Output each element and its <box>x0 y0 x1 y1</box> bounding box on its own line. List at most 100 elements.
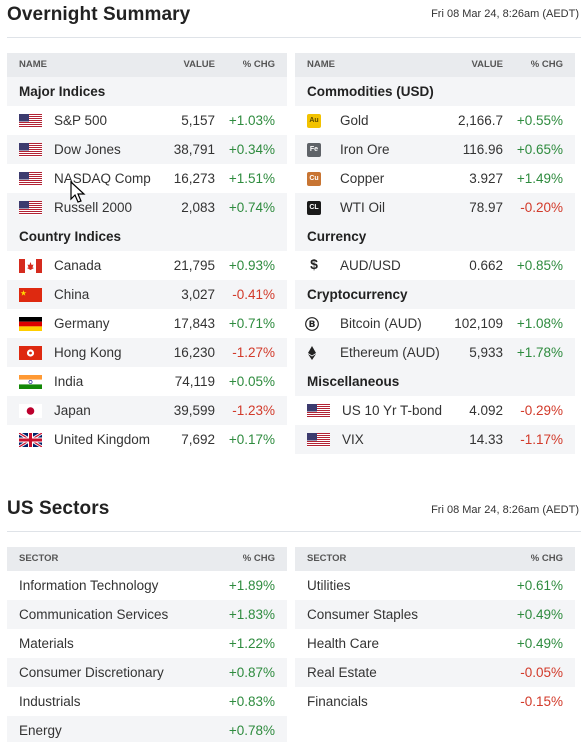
sector-row[interactable]: Information Technology +1.89% <box>7 571 287 600</box>
row-change: +1.49% <box>516 171 563 186</box>
us-flag-icon <box>307 433 330 447</box>
sector-row[interactable]: Energy +0.78% <box>7 716 287 742</box>
commodities-group: Commodities (USD) <box>295 77 575 106</box>
sector-row[interactable]: Industrials +0.83% <box>7 687 287 716</box>
row-value: 74,119 <box>174 374 215 389</box>
row-change: +0.55% <box>516 113 563 128</box>
row-change: -0.20% <box>520 200 563 215</box>
currency-group: Currency <box>295 222 575 251</box>
canada-flag-icon <box>19 259 42 273</box>
row-name: S&P 500 <box>54 113 108 128</box>
commodity-symbol-icon: CL <box>307 201 321 215</box>
misc-group: Miscellaneous <box>295 367 575 396</box>
value-column-header: VALUE <box>183 59 216 70</box>
market-row[interactable]: Cu Copper 3.927 +1.49% <box>295 164 575 193</box>
country-indices-group: Country Indices <box>7 222 287 251</box>
row-value: 0.662 <box>469 258 503 273</box>
us-flag-icon <box>19 143 42 157</box>
market-row[interactable]: B Bitcoin (AUD) 102,109 +1.08% <box>295 309 575 338</box>
sector-change: -0.05% <box>520 665 563 680</box>
ethereum-icon <box>308 346 316 360</box>
sectors-table-header: SECTOR % CHG <box>7 547 287 571</box>
overnight-summary-date: Fri 08 Mar 24, 8:26am (AEDT) <box>431 8 579 20</box>
market-row[interactable]: S&P 500 5,157 +1.03% <box>7 106 287 135</box>
indices-panel: NAME VALUE % CHG Major Indices S&P 500 5,… <box>7 53 287 454</box>
row-value: 102,109 <box>454 316 503 331</box>
row-value: 17,843 <box>173 316 215 331</box>
market-row[interactable]: Hong Kong 16,230 -1.27% <box>7 338 287 367</box>
sector-change: +0.78% <box>228 723 275 738</box>
sector-name: Consumer Staples <box>307 607 419 622</box>
assets-table-header: NAME VALUE % CHG <box>295 53 575 77</box>
bitcoin-icon: B <box>305 317 319 331</box>
sector-row[interactable]: Communication Services +1.83% <box>7 600 287 629</box>
sector-row[interactable]: Consumer Discretionary +0.87% <box>7 658 287 687</box>
sector-change: +0.49% <box>516 636 563 651</box>
row-change: +1.51% <box>228 171 275 186</box>
row-value: 39,599 <box>173 403 215 418</box>
name-column-header: NAME <box>307 59 335 70</box>
sectors-left-panel: SECTOR % CHG Information Technology +1.89… <box>7 547 287 742</box>
row-name: WTI Oil <box>340 200 385 215</box>
row-name: Copper <box>340 171 385 186</box>
sector-change: -0.15% <box>520 694 563 709</box>
market-row[interactable]: Ethereum (AUD) 5,933 +1.78% <box>295 338 575 367</box>
row-value: 2,083 <box>181 200 215 215</box>
row-change: +1.03% <box>228 113 275 128</box>
us-flag-icon <box>19 201 42 215</box>
commodity-symbol-icon: Au <box>307 114 321 128</box>
market-row[interactable]: Russell 2000 2,083 +0.74% <box>7 193 287 222</box>
market-row[interactable]: CL WTI Oil 78.97 -0.20% <box>295 193 575 222</box>
row-change: +0.65% <box>516 142 563 157</box>
market-row[interactable]: United Kingdom 7,692 +0.17% <box>7 425 287 454</box>
row-change: +0.71% <box>228 316 275 331</box>
sector-change: +0.49% <box>516 607 563 622</box>
market-row[interactable]: China 3,027 -0.41% <box>7 280 287 309</box>
row-value: 16,273 <box>173 171 215 186</box>
sector-change: +0.61% <box>516 578 563 593</box>
row-value: 116.96 <box>462 142 503 157</box>
market-row[interactable]: VIX 14.33 -1.17% <box>295 425 575 454</box>
row-change: +0.17% <box>228 432 275 447</box>
market-row[interactable]: Dow Jones 38,791 +0.34% <box>7 135 287 164</box>
row-value: 78.97 <box>469 200 503 215</box>
row-change: +0.34% <box>228 142 275 157</box>
market-row[interactable]: Canada 21,795 +0.93% <box>7 251 287 280</box>
market-row[interactable]: Fe Iron Ore 116.96 +0.65% <box>295 135 575 164</box>
indices-table-header: NAME VALUE % CHG <box>7 53 287 77</box>
sector-row[interactable]: Real Estate -0.05% <box>295 658 575 687</box>
sector-change: +1.83% <box>228 607 275 622</box>
sector-change: +1.89% <box>228 578 275 593</box>
row-value: 2,166.7 <box>457 113 503 128</box>
dollar-icon: $ <box>310 256 318 272</box>
row-name: Iron Ore <box>340 142 390 157</box>
market-row[interactable]: Au Gold 2,166.7 +0.55% <box>295 106 575 135</box>
sector-row[interactable]: Financials -0.15% <box>295 687 575 716</box>
us-flag-icon <box>19 172 42 186</box>
value-column-header: VALUE <box>471 59 504 70</box>
sector-row[interactable]: Health Care +0.49% <box>295 629 575 658</box>
sector-row[interactable]: Materials +1.22% <box>7 629 287 658</box>
market-row[interactable]: US 10 Yr T-bond 4.092 -0.29% <box>295 396 575 425</box>
row-name: Germany <box>54 316 110 331</box>
japan-flag-icon <box>19 404 42 418</box>
row-change: +1.08% <box>516 316 563 331</box>
row-change: +0.05% <box>228 374 275 389</box>
us-sectors-title: US Sectors <box>7 498 110 519</box>
chg-column-header: % CHG <box>242 553 275 564</box>
sector-name: Information Technology <box>19 578 159 593</box>
sector-row[interactable]: Utilities +0.61% <box>295 571 575 600</box>
us-sectors-header: US Sectors Fri 08 Mar 24, 8:26am (AEDT) <box>7 498 581 532</box>
row-name: VIX <box>342 432 364 447</box>
mouse-cursor-icon <box>70 181 86 203</box>
sector-name: Real Estate <box>307 665 377 680</box>
market-row[interactable]: Germany 17,843 +0.71% <box>7 309 287 338</box>
market-row[interactable]: Japan 39,599 -1.23% <box>7 396 287 425</box>
sectors-table-header: SECTOR % CHG <box>295 547 575 571</box>
chg-column-header: % CHG <box>242 59 275 70</box>
market-row[interactable]: NASDAQ Comp 16,273 +1.51% <box>7 164 287 193</box>
market-row[interactable]: India 74,119 +0.05% <box>7 367 287 396</box>
sector-row[interactable]: Consumer Staples +0.49% <box>295 600 575 629</box>
sectors-right-panel: SECTOR % CHG Utilities +0.61% Consumer Sta… <box>295 547 575 716</box>
market-row[interactable]: $ AUD/USD 0.662 +0.85% <box>295 251 575 280</box>
